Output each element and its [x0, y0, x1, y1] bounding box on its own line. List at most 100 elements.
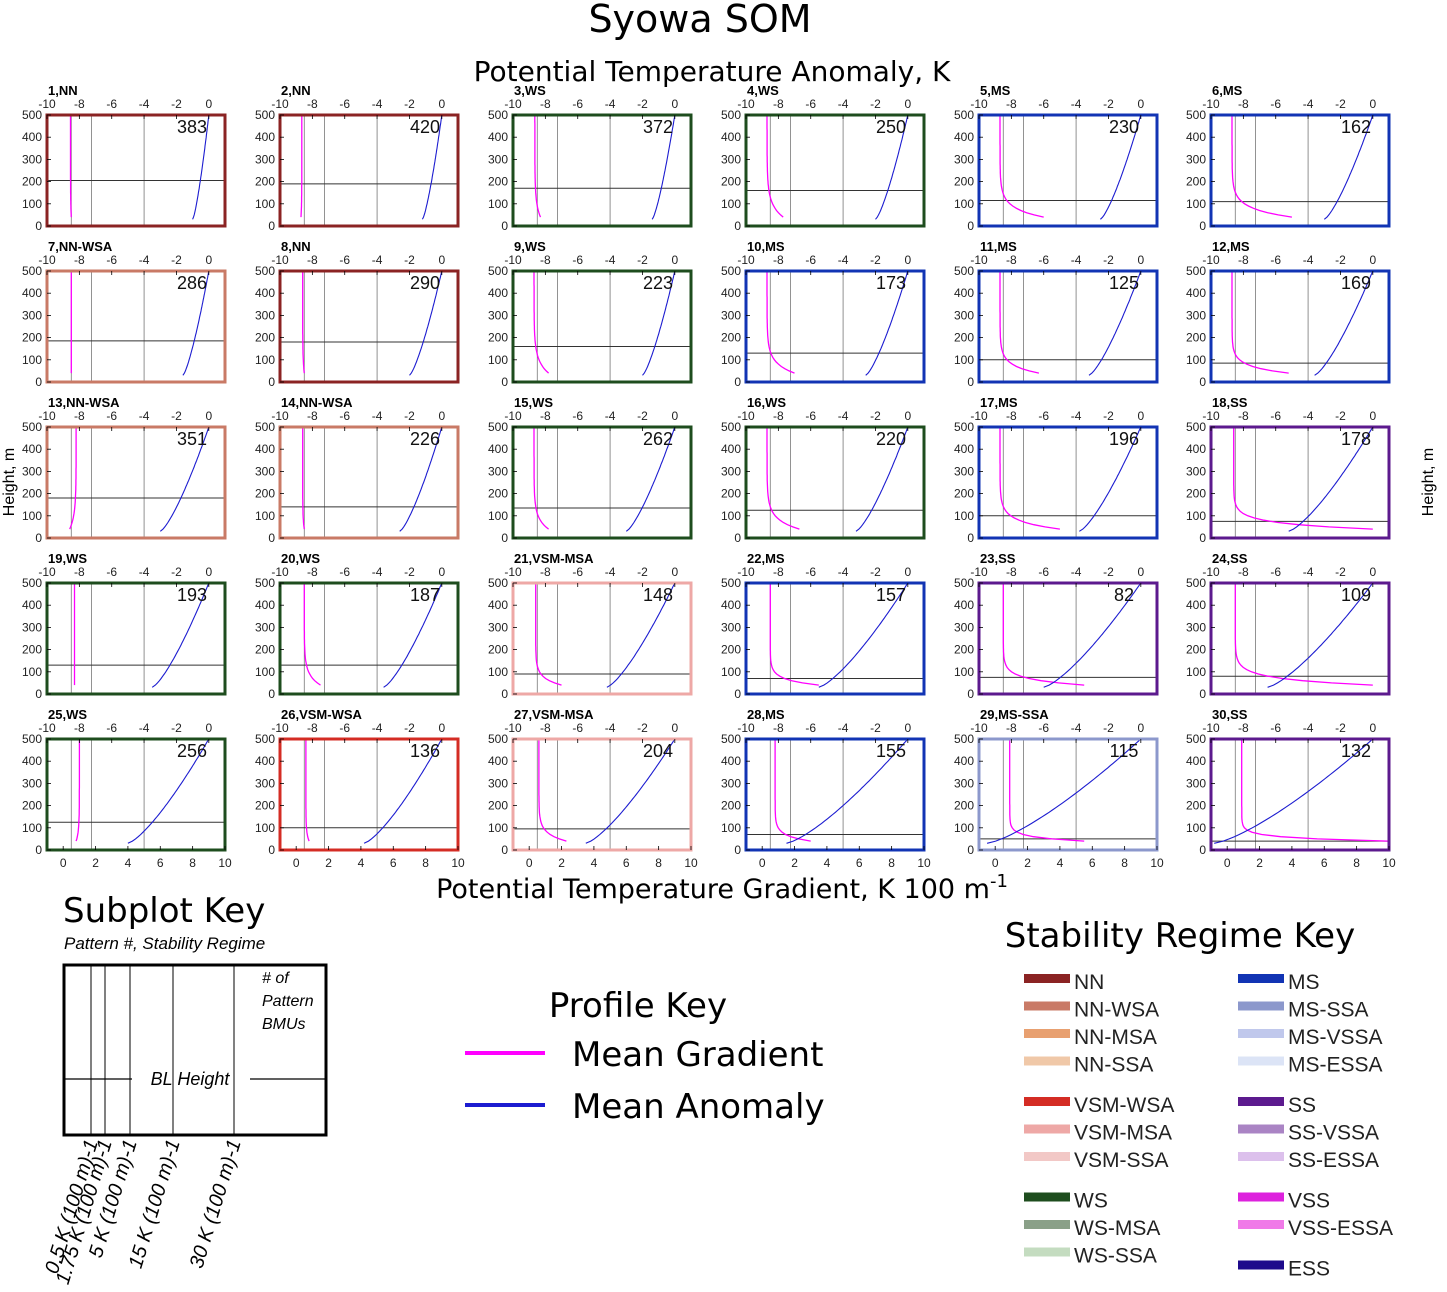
panel-label: 22,MS	[747, 551, 785, 566]
panel-21: 21,VSM-MSA 148 0 100 200 300 400 500-10 -8 -6 -4 -2…	[488, 551, 693, 701]
panel-count: 220	[876, 429, 906, 449]
anomaly-profile	[865, 270, 909, 376]
y-tick-label: 200	[1186, 487, 1206, 501]
y-tick-label: 100	[1186, 197, 1206, 211]
panel-3: 3,WS 372 0 100 200 300 400 500-10 -8 -6 -4 -2 0	[488, 83, 693, 233]
top-tick-label: -2	[870, 253, 881, 267]
anomaly-profile	[606, 582, 676, 688]
top-tick-label: -4	[838, 409, 849, 423]
y-tick-label: 0	[1199, 843, 1206, 857]
top-tick-label: -10	[271, 253, 289, 267]
anomaly-profile	[409, 270, 443, 376]
regime-swatch	[1238, 1097, 1284, 1106]
y-tick-label: 200	[488, 331, 508, 345]
top-tick-label: 0	[1369, 721, 1376, 735]
bottom-tick-label: 2	[558, 856, 565, 870]
panel-frame	[45, 113, 227, 228]
top-tick-label: -10	[504, 97, 522, 111]
y-tick-label: 500	[255, 420, 275, 434]
bottom-tick-label: 2	[325, 856, 332, 870]
top-tick-label: 0	[205, 565, 212, 579]
panel-12: 12,MS 169 0 100 200 300 400 500-10 -8 -6 -4 -2 0	[1186, 239, 1391, 389]
panel-frame	[1209, 737, 1391, 852]
y-tick-label: 100	[721, 821, 741, 835]
y-tick-label: 0	[501, 375, 508, 389]
top-tick-label: -4	[372, 721, 383, 735]
top-tick-label: -4	[605, 97, 616, 111]
anomaly-profile	[1214, 738, 1374, 844]
left-axis-title: Height, m	[1, 448, 18, 516]
regime-label: NN-MSA	[1074, 1026, 1157, 1049]
y-tick-label: 300	[255, 464, 275, 478]
panel-14: 14,NN-WSA 226 0 100 200 300 400 500-10 -8 -6 -4 -2 0	[255, 395, 460, 545]
y-tick-label: 100	[488, 821, 508, 835]
anomaly-profile	[986, 738, 1142, 844]
y-tick-label: 200	[954, 799, 974, 813]
y-tick-label: 400	[22, 598, 42, 612]
panel-30: 30,SS 132 0 100 200 300 400 500-10 -8 -6 -4 -2 0 0 2 4 6…	[1186, 707, 1396, 870]
gradient-profile	[1233, 427, 1373, 530]
y-tick-label: 100	[721, 353, 741, 367]
y-tick-label: 500	[488, 108, 508, 122]
regime-swatch	[1238, 1056, 1284, 1066]
y-tick-label: 200	[954, 175, 974, 189]
y-tick-label: 0	[501, 219, 508, 233]
bottom-tick-label: 10	[1150, 856, 1164, 870]
y-tick-label: 300	[488, 308, 508, 322]
panel-frame	[511, 113, 693, 228]
top-tick-label: -2	[637, 97, 648, 111]
top-tick-label: -2	[1103, 409, 1114, 423]
panel-count: 420	[410, 117, 440, 137]
top-tick-label: -10	[970, 409, 988, 423]
top-tick-label: -6	[1038, 97, 1049, 111]
panel-label: 25,WS	[48, 707, 87, 722]
y-tick-label: 200	[721, 175, 741, 189]
y-tick-label: 0	[268, 687, 275, 701]
panel-label: 20,WS	[281, 551, 320, 566]
top-tick-label: -8	[540, 409, 551, 423]
y-tick-label: 300	[255, 620, 275, 634]
key-count-label-2: Pattern	[262, 993, 314, 1010]
bottom-tick-label: 2	[1024, 856, 1031, 870]
profile-key-anomaly-label: Mean Anomaly	[572, 1087, 825, 1127]
y-tick-label: 400	[255, 598, 275, 612]
y-tick-label: 200	[255, 487, 275, 501]
regime-label: NN	[1074, 971, 1104, 994]
y-tick-label: 500	[1186, 576, 1206, 590]
top-tick-label: 0	[1369, 253, 1376, 267]
top-tick-label: -4	[605, 721, 616, 735]
gradient-profile	[999, 427, 1060, 530]
top-tick-label: -4	[1071, 409, 1082, 423]
panel-label: 18,SS	[1212, 395, 1248, 410]
top-tick-label: -10	[970, 565, 988, 579]
y-tick-label: 400	[255, 286, 275, 300]
y-tick-label: 300	[721, 620, 741, 634]
panel-10: 10,MS 173 0 100 200 300 400 500-10 -8 -6 -4 -2 0	[721, 239, 926, 389]
top-tick-label: -2	[1335, 97, 1346, 111]
gradient-profile	[766, 271, 795, 374]
y-tick-label: 400	[22, 130, 42, 144]
top-tick-label: -10	[38, 565, 56, 579]
panel-label: 4,WS	[747, 83, 779, 98]
regime-label: MS-SSA	[1288, 999, 1369, 1022]
top-tick-label: -8	[1238, 409, 1249, 423]
top-tick-label: -8	[74, 253, 85, 267]
panel-2: 2,NN 420 0 100 200 300 400 500-10 -8 -6 -4 -2 0	[255, 83, 460, 233]
y-tick-label: 0	[501, 531, 508, 545]
top-tick-label: -2	[171, 565, 182, 579]
bottom-axis-title-main: Potential Temperature Gradient, K 100 m	[436, 874, 990, 905]
anomaly-profile	[875, 114, 909, 220]
top-tick-label: -8	[773, 721, 784, 735]
top-tick-label: 0	[671, 409, 678, 423]
y-tick-label: 200	[255, 175, 275, 189]
top-tick-label: -6	[339, 253, 350, 267]
y-tick-label: 100	[22, 821, 42, 835]
top-tick-label: -6	[1038, 721, 1049, 735]
top-tick-label: -6	[106, 409, 117, 423]
y-tick-label: 100	[22, 353, 42, 367]
y-tick-label: 300	[1186, 152, 1206, 166]
gradient-profile	[69, 115, 72, 218]
bottom-tick-label: 10	[218, 856, 232, 870]
